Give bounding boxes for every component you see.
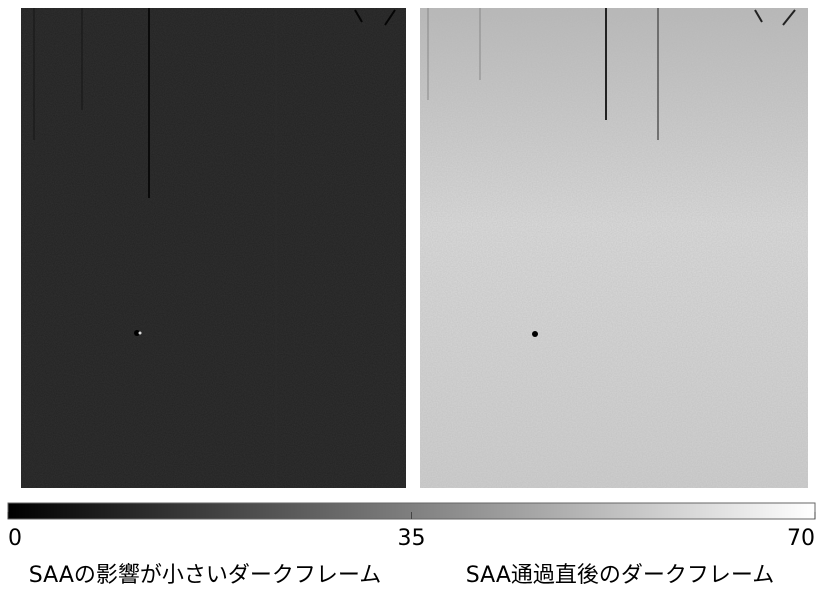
colorbar-tick-label: 0 bbox=[8, 526, 22, 551]
panel-caption: SAA通過直後のダークフレーム bbox=[466, 563, 774, 588]
colorbar-tick-label: 35 bbox=[398, 526, 426, 551]
right-image bbox=[420, 8, 808, 488]
left-image bbox=[21, 8, 406, 488]
panel-caption: SAAの影響が小さいダークフレーム bbox=[29, 563, 381, 588]
colorbar-tick-label: 70 bbox=[787, 526, 815, 551]
figure: 0 35 70 SAAの影響が小さいダークフレーム SAA通過直後のダークフレーム bbox=[0, 0, 820, 589]
